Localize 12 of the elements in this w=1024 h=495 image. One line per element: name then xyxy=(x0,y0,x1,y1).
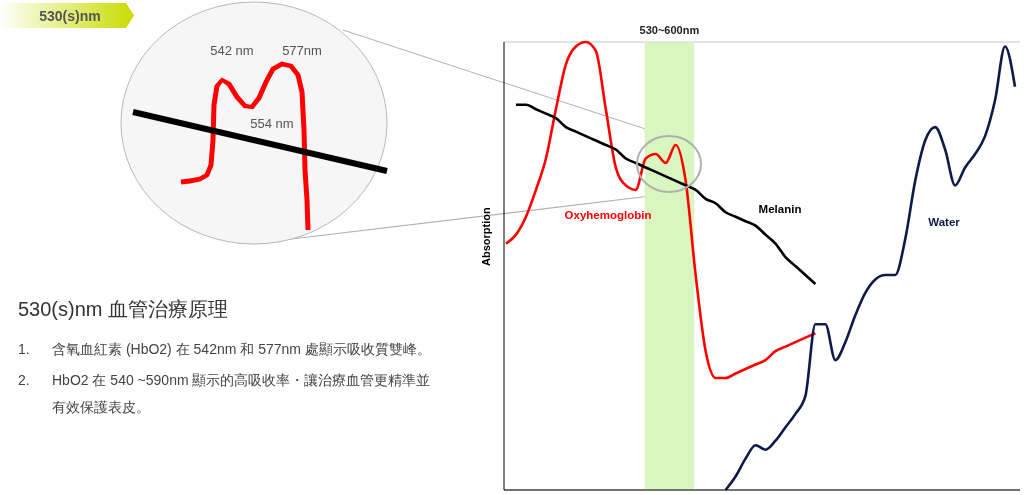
text: 542 nm xyxy=(210,43,254,58)
text: 530(s)nm 血管治療原理 xyxy=(18,297,229,322)
text: 2. HbO2 在 540 ~590nm 顯示的高吸收率・讓治療血管更精準並有效保護表皮。 xyxy=(18,372,431,415)
text: 530(s)nm xyxy=(39,8,101,24)
text: 530~600nm xyxy=(639,24,700,36)
y-axis-title: Absorption xyxy=(479,207,492,266)
text: 1. 含氧血紅素 (HbO2) 在 542nm 和 577nm 處顯示吸收質雙峰。 xyxy=(18,341,431,357)
text: Oxyhemoglobin xyxy=(564,209,652,221)
series-label: Water xyxy=(928,216,960,228)
series-label: Melanin xyxy=(758,203,802,215)
text: 577nm xyxy=(282,43,322,58)
text: 554 nm xyxy=(250,116,294,131)
